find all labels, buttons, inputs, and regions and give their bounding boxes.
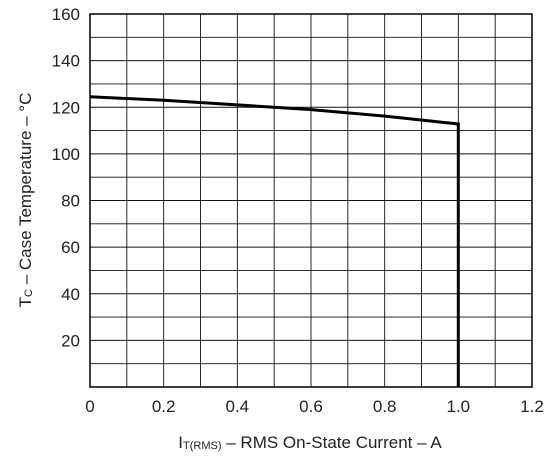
x-axis-title: IT(RMS) – RMS On-State Current – A [178,433,442,452]
y-tick-label: 120 [52,98,80,117]
x-tick-label: 0.6 [299,397,323,416]
x-axis-symbol: I [178,433,183,452]
y-tick-label: 100 [52,145,80,164]
x-axis-subscript: T(RMS) [183,440,222,452]
y-axis-label-text: – Case Temperature – °C [16,93,35,289]
y-tick-labels: 20 40 60 80 100 120 140 160 [52,5,80,350]
x-tick-labels: 0 0.2 0.4 0.6 0.8 1.0 1.2 [85,397,544,416]
x-axis-label-text: – RMS On-State Current – A [222,433,443,452]
x-tick-label: 1.0 [447,397,471,416]
x-tick-label: 0 [85,397,94,416]
y-tick-label: 20 [61,331,80,350]
x-tick-label: 0.4 [226,397,250,416]
y-tick-label: 160 [52,5,80,24]
y-tick-label: 80 [61,192,80,211]
y-tick-label: 140 [52,52,80,71]
series-line [89,95,460,387]
grid [90,14,532,387]
y-axis-subscript: C [23,289,35,297]
series-layer [89,95,460,387]
y-tick-label: 40 [61,285,80,304]
y-axis-symbol: T [16,297,35,307]
plot-frame [89,13,533,388]
y-axis-title: TC – Case Temperature – °C [16,93,35,308]
y-tick-label: 60 [61,238,80,257]
x-tick-label: 0.2 [152,397,176,416]
x-tick-label: 0.8 [373,397,397,416]
x-tick-label: 1.2 [520,397,544,416]
